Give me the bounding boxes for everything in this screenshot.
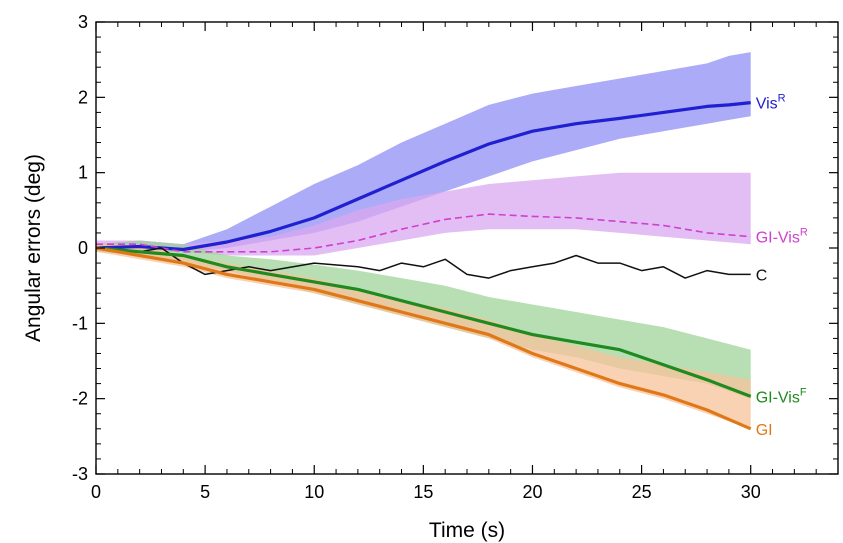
visr-band [96, 52, 751, 252]
visr-label-main: Vis [756, 96, 778, 113]
x-axis-title: Time (s) [429, 519, 505, 542]
y-tick-label: 1 [78, 163, 88, 183]
x-tick-label: 10 [304, 482, 324, 502]
x-tick-label: 15 [413, 482, 433, 502]
gi-line [95, 246, 752, 431]
c-label-main: C [756, 267, 768, 284]
gi-visf-line [95, 246, 752, 398]
x-tick-label: 30 [741, 482, 761, 502]
gi-label-main: GI [756, 422, 773, 439]
y-tick-label: 3 [78, 12, 88, 32]
x-tick-label: 20 [522, 482, 542, 502]
c-label: C [756, 267, 768, 284]
series-lines [95, 101, 752, 431]
x-tick-label: 0 [91, 482, 101, 502]
visr-line [95, 101, 751, 252]
gi-visr-label-main: GI-Vis [756, 230, 800, 247]
gi-label: GI [756, 422, 773, 439]
x-tick-label: 5 [200, 482, 210, 502]
visr-label-sup: R [778, 93, 786, 105]
y-tick-label: -1 [72, 313, 88, 333]
gi-visr-band [96, 172, 751, 256]
gi-visf-label: GI-VisF [756, 386, 807, 406]
y-tick-label: 2 [78, 87, 88, 107]
y-tick-label: -2 [72, 389, 88, 409]
gi-visf-label-sup: F [800, 386, 807, 398]
x-tick-label: 25 [632, 482, 652, 502]
gi-visf-label-main: GI-Vis [756, 389, 800, 406]
gi-visr-line [96, 213, 751, 253]
y-axis-title: Angular errors (deg) [22, 154, 45, 342]
gi-band [96, 244, 751, 429]
gi-visr-label-sup: R [800, 227, 808, 239]
confidence-bands [96, 52, 751, 429]
visr-label: VisR [756, 93, 786, 113]
y-tick-label: -3 [72, 464, 88, 484]
y-tick-label: 0 [78, 238, 88, 258]
gi-visr-label: GI-VisR [756, 227, 808, 247]
